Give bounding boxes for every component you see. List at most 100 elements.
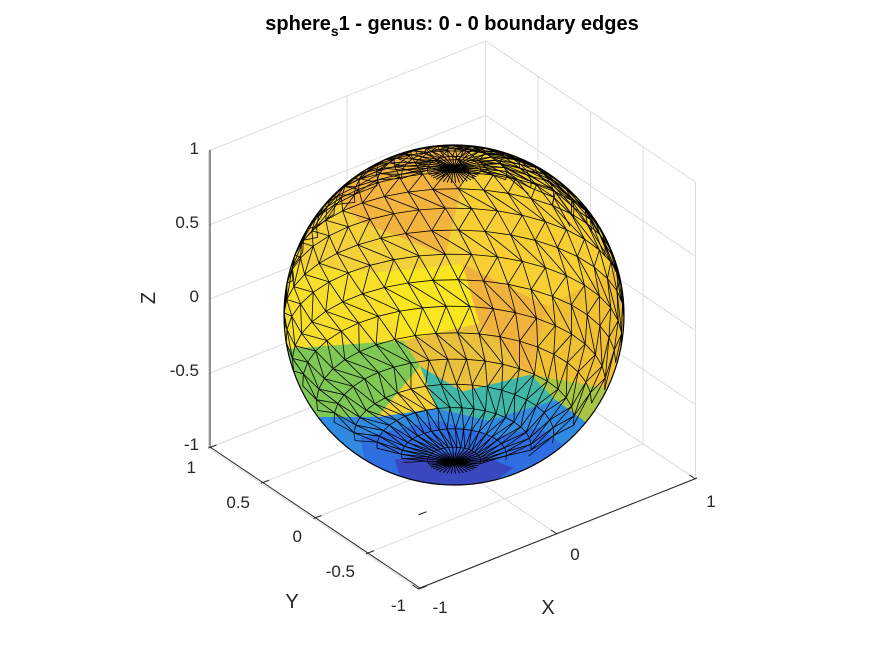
mesh-edge bbox=[547, 380, 559, 390]
mesh-edge bbox=[536, 405, 545, 413]
mesh-edge bbox=[567, 343, 586, 363]
mesh-edge bbox=[433, 167, 455, 179]
mesh-edge bbox=[318, 262, 349, 274]
mesh-edge bbox=[604, 349, 615, 390]
mesh-edge bbox=[483, 189, 509, 194]
mesh-edge bbox=[471, 433, 487, 451]
mesh-edge bbox=[484, 231, 498, 258]
mesh-edge bbox=[510, 234, 523, 262]
mesh-edge bbox=[460, 149, 472, 158]
mesh-edge bbox=[440, 358, 449, 385]
mesh-edge bbox=[431, 431, 449, 448]
mesh-edge bbox=[303, 373, 320, 390]
mesh-edge bbox=[341, 330, 360, 352]
mesh-edge bbox=[570, 304, 586, 345]
mesh-edge bbox=[401, 453, 429, 458]
mesh-edge bbox=[471, 384, 486, 412]
mesh-edge bbox=[484, 231, 511, 236]
mesh-edge bbox=[415, 150, 425, 154]
mesh-edge bbox=[394, 311, 401, 340]
mesh-edge bbox=[530, 427, 554, 451]
mesh-edge bbox=[497, 439, 502, 445]
mesh-edge bbox=[410, 388, 439, 409]
mesh-edge bbox=[377, 182, 385, 197]
mesh-edge bbox=[374, 397, 386, 405]
mesh-edge bbox=[553, 197, 571, 227]
mesh-edge bbox=[375, 158, 395, 173]
mesh-edge bbox=[307, 215, 320, 229]
mesh-edge bbox=[479, 166, 505, 168]
mesh-edge bbox=[457, 279, 494, 310]
gridline bbox=[208, 40, 486, 152]
mesh-edge bbox=[457, 254, 472, 280]
mesh-edge bbox=[358, 182, 379, 190]
mesh-edge bbox=[552, 427, 555, 436]
mesh-edge bbox=[379, 169, 403, 175]
mesh-edge bbox=[485, 413, 497, 435]
mesh-edge bbox=[354, 440, 378, 443]
mesh-edge bbox=[401, 450, 403, 455]
mesh-edge bbox=[300, 303, 313, 323]
mesh-edge bbox=[342, 293, 363, 303]
mesh-edge bbox=[566, 275, 585, 286]
mesh-edge bbox=[444, 207, 459, 231]
mesh-edge bbox=[407, 438, 413, 443]
mesh-edge bbox=[326, 340, 346, 360]
mesh-edge bbox=[552, 275, 567, 297]
mesh-edge bbox=[384, 282, 409, 288]
mesh-edge bbox=[415, 409, 427, 414]
mesh-edge bbox=[394, 339, 412, 364]
mesh-edge bbox=[461, 407, 464, 430]
mesh-edge bbox=[432, 188, 459, 190]
mesh-edge bbox=[506, 175, 531, 189]
mesh-edge bbox=[431, 431, 445, 449]
mesh-edge bbox=[505, 417, 515, 423]
mesh-edge bbox=[414, 162, 447, 173]
mesh-edge bbox=[529, 175, 550, 183]
mesh-edge bbox=[375, 344, 412, 364]
mesh-edge bbox=[407, 282, 423, 309]
mesh-edge bbox=[536, 184, 556, 193]
mesh-edge bbox=[458, 279, 484, 282]
mesh-edge bbox=[365, 403, 375, 411]
mesh-edge bbox=[457, 279, 471, 307]
mesh-edge bbox=[453, 448, 466, 463]
mesh-edge bbox=[483, 174, 494, 191]
mesh-edge bbox=[584, 284, 600, 297]
mesh-edge bbox=[478, 151, 487, 155]
mesh-edge bbox=[471, 208, 486, 232]
mesh-edge bbox=[311, 321, 342, 332]
mesh-edge bbox=[549, 181, 554, 190]
mesh-edge bbox=[414, 333, 437, 336]
mesh-edge bbox=[453, 167, 471, 181]
mesh-edge bbox=[584, 210, 588, 224]
mesh-edge bbox=[292, 251, 304, 268]
mesh-edge bbox=[432, 280, 447, 307]
mesh-edge bbox=[332, 359, 346, 370]
mesh-edge bbox=[440, 384, 451, 408]
mesh-edge bbox=[464, 430, 472, 449]
mesh-edge bbox=[435, 332, 458, 334]
mesh-edge bbox=[293, 286, 301, 305]
mesh-edge bbox=[476, 159, 498, 164]
mesh-edge bbox=[383, 424, 390, 431]
mesh-edge bbox=[577, 256, 595, 268]
mesh-edge bbox=[325, 220, 330, 236]
mesh-edge bbox=[456, 145, 467, 152]
mesh-edge bbox=[291, 316, 296, 346]
mesh-edge bbox=[318, 204, 335, 217]
mesh-edge bbox=[291, 316, 302, 334]
mesh-edge bbox=[479, 455, 507, 465]
mesh-edge bbox=[353, 179, 378, 195]
mesh-edge bbox=[530, 198, 567, 230]
mesh-edge bbox=[453, 167, 479, 176]
mesh-edge bbox=[359, 173, 380, 180]
mesh-edge bbox=[471, 153, 487, 161]
mesh-edge bbox=[537, 173, 554, 182]
mesh-edge bbox=[453, 156, 458, 168]
mesh-edge bbox=[504, 447, 507, 452]
mesh-edge bbox=[399, 307, 423, 312]
mesh-edge bbox=[608, 307, 612, 338]
mesh-edge bbox=[520, 164, 545, 175]
mesh-edge bbox=[455, 428, 458, 448]
